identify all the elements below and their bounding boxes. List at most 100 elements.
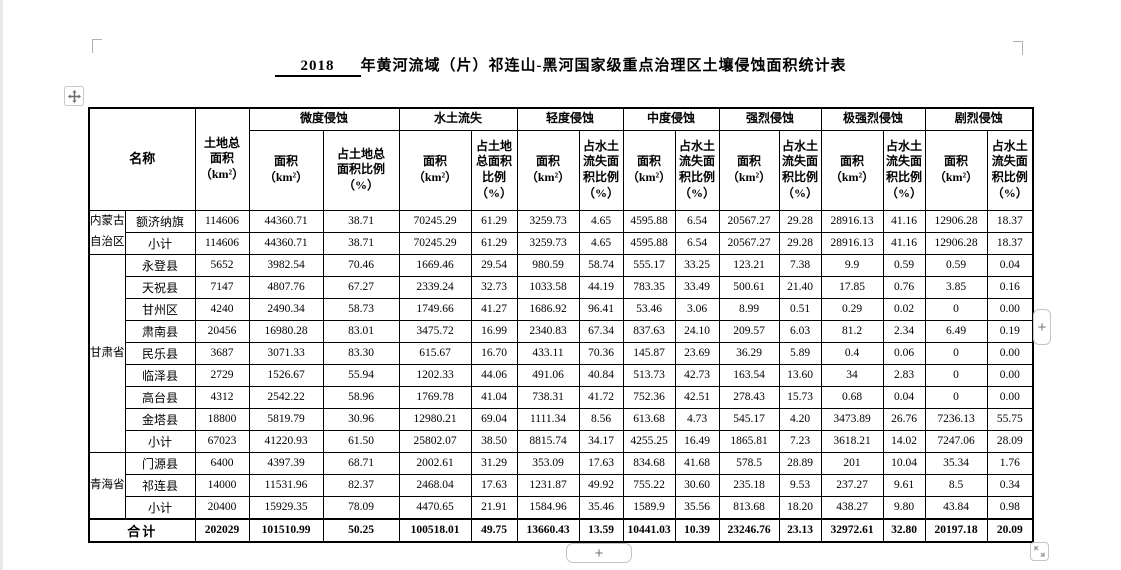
value-cell[interactable]: 2542.22 (248, 385, 324, 409)
value-cell[interactable]: 2.34 (882, 319, 926, 343)
value-cell[interactable]: 18800 (194, 407, 250, 431)
value-cell[interactable]: 500.61 (718, 275, 780, 299)
value-cell[interactable]: 980.59 (516, 253, 580, 277)
value-cell[interactable]: 1033.58 (516, 275, 580, 299)
value-cell[interactable]: 209.57 (718, 319, 780, 343)
total-value-cell[interactable]: 100518.01 (398, 517, 472, 542)
value-cell[interactable]: 4.73 (674, 407, 720, 431)
value-cell[interactable]: 3475.72 (398, 319, 472, 343)
value-cell[interactable]: 0.4 (820, 341, 884, 365)
value-cell[interactable]: 55.94 (322, 363, 400, 387)
value-cell[interactable]: 1.76 (986, 451, 1034, 475)
value-cell[interactable]: 114606 (194, 209, 250, 233)
value-cell[interactable]: 32.73 (470, 275, 518, 299)
value-cell[interactable]: 2.83 (882, 363, 926, 387)
county-cell[interactable]: 天祝县 (124, 275, 196, 299)
value-cell[interactable]: 2340.83 (516, 319, 580, 343)
header-area-5[interactable]: 面积 （km²） (718, 129, 780, 211)
value-cell[interactable]: 3071.33 (248, 341, 324, 365)
header-ratio-5[interactable]: 占水土 流失面 积比例 （%） (778, 129, 822, 211)
total-value-cell[interactable]: 23.13 (778, 517, 822, 542)
value-cell[interactable]: 1669.46 (398, 253, 472, 277)
value-cell[interactable]: 38.50 (470, 429, 518, 453)
value-cell[interactable]: 61.29 (470, 231, 518, 255)
total-value-cell[interactable]: 13660.43 (516, 517, 580, 542)
value-cell[interactable]: 755.22 (622, 473, 676, 497)
value-cell[interactable]: 83.01 (322, 319, 400, 343)
value-cell[interactable]: 9.80 (882, 495, 926, 519)
value-cell[interactable]: 17.63 (578, 451, 624, 475)
value-cell[interactable]: 70245.29 (398, 231, 472, 255)
value-cell[interactable]: 58.96 (322, 385, 400, 409)
value-cell[interactable]: 3.85 (924, 275, 988, 299)
value-cell[interactable]: 21.40 (778, 275, 822, 299)
value-cell[interactable]: 114606 (194, 231, 250, 255)
value-cell[interactable]: 2729 (194, 363, 250, 387)
value-cell[interactable]: 578.5 (718, 451, 780, 475)
value-cell[interactable]: 4.65 (578, 231, 624, 255)
value-cell[interactable]: 9.53 (778, 473, 822, 497)
value-cell[interactable]: 1584.96 (516, 495, 580, 519)
value-cell[interactable]: 41220.93 (248, 429, 324, 453)
total-value-cell[interactable]: 20197.18 (924, 517, 988, 542)
value-cell[interactable]: 14.02 (882, 429, 926, 453)
value-cell[interactable]: 6.49 (924, 319, 988, 343)
value-cell[interactable]: 16.49 (674, 429, 720, 453)
value-cell[interactable]: 5652 (194, 253, 250, 277)
value-cell[interactable]: 44360.71 (248, 231, 324, 255)
value-cell[interactable]: 12906.28 (924, 209, 988, 233)
value-cell[interactable]: 545.17 (718, 407, 780, 431)
value-cell[interactable]: 20400 (194, 495, 250, 519)
value-cell[interactable]: 0 (924, 341, 988, 365)
value-cell[interactable]: 0 (924, 363, 988, 387)
value-cell[interactable]: 813.68 (718, 495, 780, 519)
value-cell[interactable]: 67.27 (322, 275, 400, 299)
value-cell[interactable]: 7147 (194, 275, 250, 299)
header-area-2[interactable]: 面积 （km²） (398, 129, 472, 211)
value-cell[interactable]: 0.76 (882, 275, 926, 299)
header-ratio-1[interactable]: 占土地总 面积比例 （%） (322, 129, 400, 211)
value-cell[interactable]: 35.34 (924, 451, 988, 475)
value-cell[interactable]: 1589.9 (622, 495, 676, 519)
value-cell[interactable]: 3473.89 (820, 407, 884, 431)
value-cell[interactable]: 18.37 (986, 231, 1034, 255)
value-cell[interactable]: 0.34 (986, 473, 1034, 497)
header-area-3[interactable]: 面积 （km²） (516, 129, 580, 211)
header-ratio-7[interactable]: 占水土 流失面 积比例 （%） (986, 129, 1034, 211)
add-column-button[interactable]: + (1033, 309, 1051, 345)
county-cell[interactable]: 祁连县 (124, 473, 196, 497)
value-cell[interactable]: 41.16 (882, 209, 926, 233)
value-cell[interactable]: 201 (820, 451, 884, 475)
value-cell[interactable]: 61.29 (470, 209, 518, 233)
header-group-1[interactable]: 微度侵蚀 (248, 107, 400, 131)
value-cell[interactable]: 4.65 (578, 209, 624, 233)
header-area-7[interactable]: 面积 （km²） (924, 129, 988, 211)
value-cell[interactable]: 31.29 (470, 451, 518, 475)
value-cell[interactable]: 3982.54 (248, 253, 324, 277)
header-ratio-4[interactable]: 占水土 流失面 积比例 （%） (674, 129, 720, 211)
value-cell[interactable]: 58.73 (322, 297, 400, 321)
value-cell[interactable]: 20567.27 (718, 231, 780, 255)
value-cell[interactable]: 16980.28 (248, 319, 324, 343)
value-cell[interactable]: 28.09 (986, 429, 1034, 453)
value-cell[interactable]: 36.29 (718, 341, 780, 365)
value-cell[interactable]: 5.89 (778, 341, 822, 365)
value-cell[interactable]: 834.68 (622, 451, 676, 475)
value-cell[interactable]: 6.54 (674, 231, 720, 255)
province-cell[interactable]: 内蒙古 自治区 (88, 209, 126, 255)
value-cell[interactable]: 67.34 (578, 319, 624, 343)
total-value-cell[interactable]: 32.80 (882, 517, 926, 542)
value-cell[interactable]: 41.72 (578, 385, 624, 409)
value-cell[interactable]: 0.16 (986, 275, 1034, 299)
county-cell[interactable]: 额济纳旗 (124, 209, 196, 233)
value-cell[interactable]: 4807.76 (248, 275, 324, 299)
value-cell[interactable]: 491.06 (516, 363, 580, 387)
value-cell[interactable]: 70.46 (322, 253, 400, 277)
header-area-6[interactable]: 面积 （km²） (820, 129, 884, 211)
county-cell[interactable]: 小计 (124, 429, 196, 453)
value-cell[interactable]: 69.04 (470, 407, 518, 431)
value-cell[interactable]: 163.54 (718, 363, 780, 387)
province-cell[interactable]: 甘肃省 (88, 253, 126, 453)
value-cell[interactable]: 82.37 (322, 473, 400, 497)
value-cell[interactable]: 1231.87 (516, 473, 580, 497)
